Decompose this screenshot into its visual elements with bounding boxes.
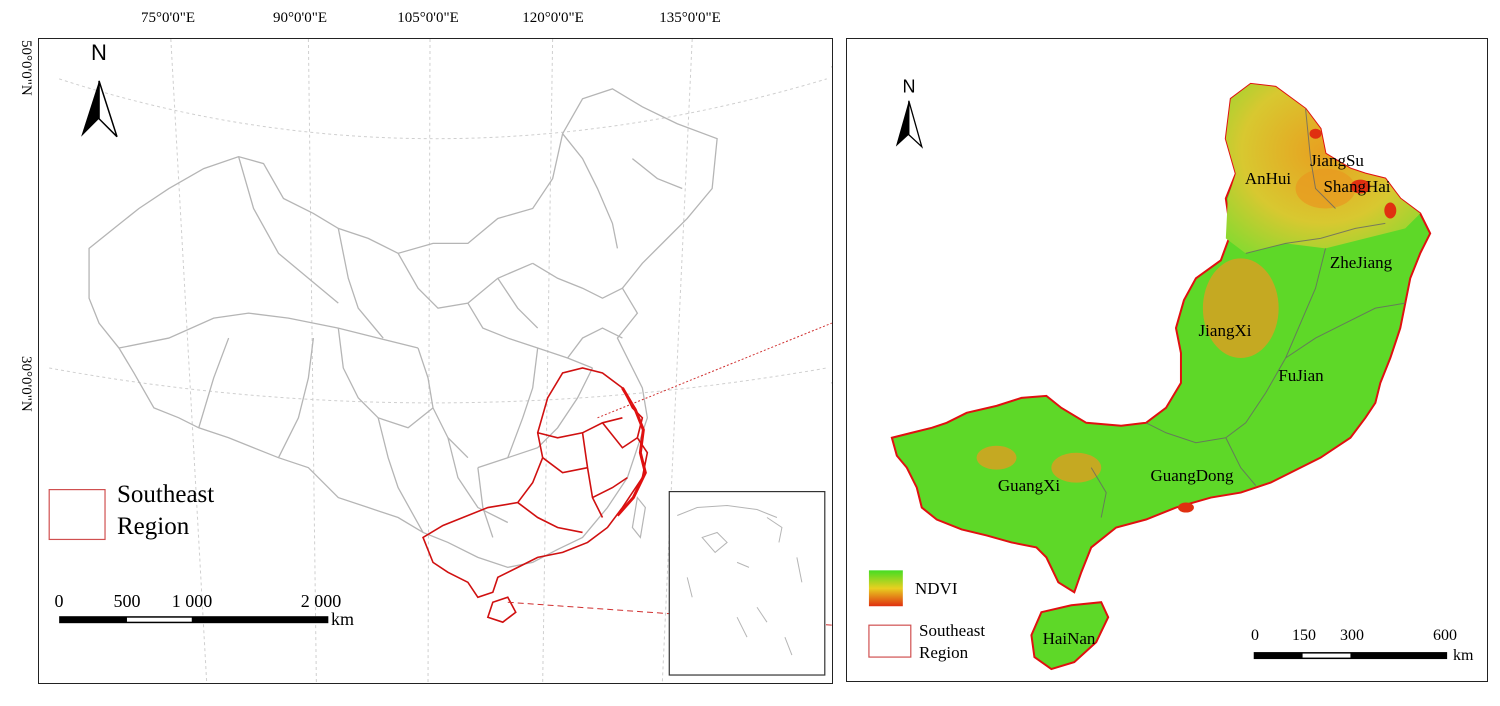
legend-label-line1: Southeast xyxy=(117,481,215,508)
region-legend-line1: Southeast xyxy=(919,621,986,640)
province-label-fujian: FuJian xyxy=(1278,366,1324,385)
province-label-jiangsu: JiangSu xyxy=(1310,151,1364,170)
province-label-guangxi: GuangXi xyxy=(997,476,1061,495)
south-china-sea-inset xyxy=(668,490,826,676)
right-north-label: N xyxy=(902,76,916,97)
china-overview-map: N Southeast Region 0 500 1 000 2 000 km xyxy=(38,38,833,684)
scale-tick-500: 500 xyxy=(113,591,141,611)
ndvi-map-graphic xyxy=(868,82,1448,671)
left-scale-bar xyxy=(59,616,329,624)
legend-swatch xyxy=(48,489,106,541)
province-label-hainan: HaiNan xyxy=(1042,629,1096,648)
ndvi-low-patches xyxy=(976,168,1356,483)
right-scale-bar xyxy=(1253,652,1448,660)
southeast-ndvi-map: N JiangSu AnHui ShangHai ZheJiang JiangX… xyxy=(846,38,1488,682)
lat-label-50: 50°0'0"N xyxy=(18,40,34,96)
left-north-label: N xyxy=(91,40,107,65)
region-legend-line2: Region xyxy=(919,643,969,662)
china-map-graphic xyxy=(48,39,832,683)
scale-tick-0: 0 xyxy=(54,591,64,611)
legend-label-line2: Region xyxy=(117,513,190,540)
ndvi-legend-label: NDVI xyxy=(915,579,958,598)
province-label-jiangxi: JiangXi xyxy=(1198,321,1252,340)
right-scale-tick-600: 600 xyxy=(1433,627,1457,644)
lon-label-75: 75°0'0"E xyxy=(141,10,195,26)
region-coastline xyxy=(616,387,647,517)
region-legend-swatch xyxy=(868,624,912,658)
lon-label-105: 105°0'0"E xyxy=(397,10,459,26)
scale-tick-2000: 2 000 xyxy=(300,591,342,611)
lon-label-135: 135°0'0"E xyxy=(659,10,721,26)
inset-features xyxy=(677,505,803,656)
province-label-zhejiang: ZheJiang xyxy=(1329,253,1393,272)
right-scale-tick-150: 150 xyxy=(1292,627,1316,644)
ndvi-legend-ramp xyxy=(868,570,903,607)
right-scale-tick-0: 0 xyxy=(1251,627,1259,644)
ndvi-north-area xyxy=(1225,83,1421,254)
north-arrow-icon xyxy=(81,80,118,138)
province-label-shanghai: ShangHai xyxy=(1323,177,1391,196)
graticule xyxy=(49,39,827,683)
right-scale-unit: km xyxy=(1453,647,1474,664)
hainan-island xyxy=(1030,601,1110,671)
southeast-region-outline xyxy=(422,367,649,624)
north-arrow-icon xyxy=(895,100,924,149)
taiwan-outline xyxy=(631,496,646,539)
ndvi-urban-patches xyxy=(1177,128,1397,513)
lat-label-30: 30°0'0"N xyxy=(18,356,34,412)
province-label-guangdong: GuangDong xyxy=(1150,466,1234,485)
lon-label-120: 120°0'0"E xyxy=(522,10,584,26)
lon-label-90: 90°0'0"E xyxy=(273,10,327,26)
province-label-anhui: AnHui xyxy=(1244,169,1292,188)
scale-unit: km xyxy=(331,609,355,629)
scale-tick-1000: 1 000 xyxy=(171,591,213,611)
province-boundaries xyxy=(1090,108,1406,518)
right-scale-tick-300: 300 xyxy=(1340,627,1364,644)
china-boundaries xyxy=(88,88,718,569)
